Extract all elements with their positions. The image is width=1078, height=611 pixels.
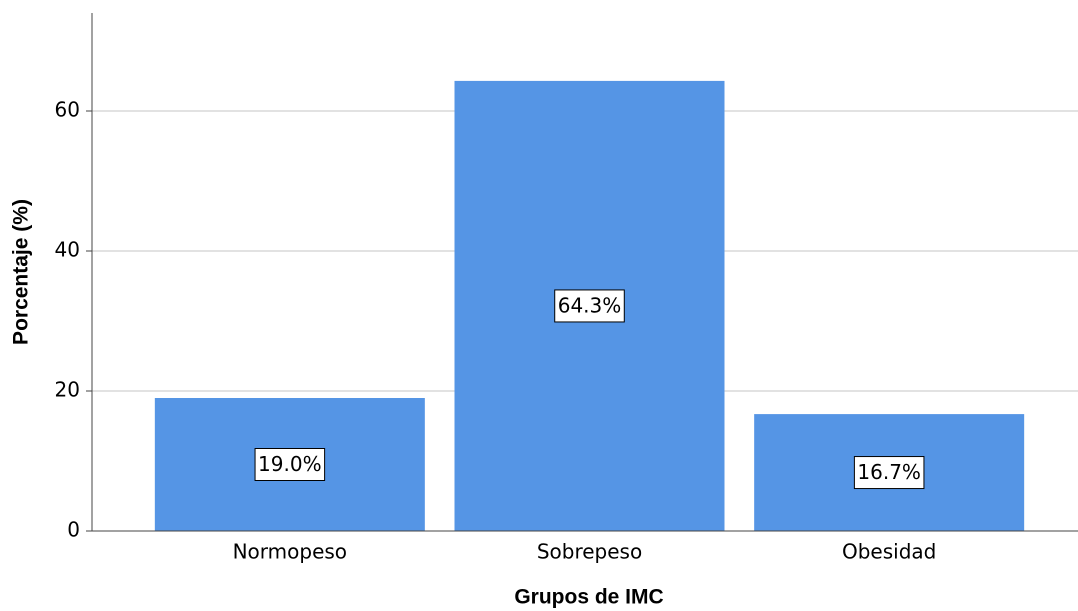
y-axis-title: Porcentaje (%)	[10, 199, 33, 345]
value-label-box	[254, 448, 326, 481]
y-tick-label: 40	[55, 238, 80, 262]
y-tick-label: 0	[67, 518, 80, 542]
value-label-box	[554, 289, 625, 323]
x-tick-label: Sobrepeso	[537, 540, 642, 564]
x-tick-label: Normopeso	[233, 540, 347, 564]
y-tick-label: 60	[55, 98, 80, 122]
value-label: 19.0%	[258, 452, 322, 476]
value-label-box	[853, 456, 925, 490]
value-label: 64.3%	[558, 293, 622, 317]
value-label: 16.7%	[857, 460, 921, 484]
x-axis-title: Grupos de IMC	[514, 586, 663, 609]
x-tick-label: Obesidad	[842, 540, 936, 564]
y-tick-label: 20	[55, 378, 80, 402]
